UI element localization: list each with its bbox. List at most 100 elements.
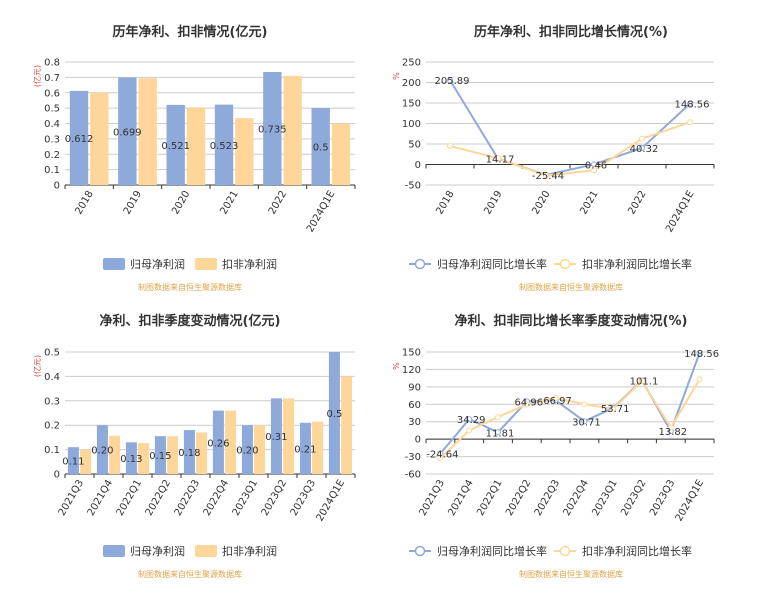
line-data-label: 34.29: [457, 415, 486, 426]
legend: 归母净利润 扣非净利润: [103, 257, 277, 271]
line-data-label: -24.64: [426, 449, 458, 460]
line-point: [639, 378, 645, 385]
line-deducted-growth: [439, 378, 701, 460]
bar-net-profit: [328, 352, 340, 474]
y-tick-label: 150: [402, 99, 421, 110]
x-tick-label: 2021: [219, 189, 241, 217]
quarterly-growth-chart: 净利、扣非同比增长率季度变动情况(%)% -60 -30 0 30 60 90 120 150 2…: [392, 313, 719, 579]
y-tick-label: 50: [408, 140, 421, 151]
line-point: [495, 429, 501, 436]
y-tick-label: -50: [405, 181, 421, 192]
line-data-label: 148.56: [684, 349, 719, 360]
bar-data-label: 0.26: [207, 438, 229, 449]
bar-data-label: 0.523: [210, 141, 239, 152]
line-data-label: 30.71: [572, 417, 601, 428]
y-tick-label: 0: [54, 181, 60, 192]
chart-title: 净利、扣非同比增长率季度变动情况(%): [455, 313, 688, 329]
x-tick-label: 2021Q4: [86, 478, 115, 518]
line-point: [639, 144, 645, 151]
bar-net-profit: [96, 425, 108, 474]
bar-data-label: 0.15: [149, 451, 171, 462]
chart-title: 净利、扣非季度变动情况(亿元): [100, 313, 281, 329]
line-point: [696, 349, 703, 356]
bar-deducted-profit: [196, 432, 208, 474]
line-data-label: -25.44: [532, 171, 564, 182]
bar-net-profit: [212, 410, 224, 474]
source-note: 制图数据来自恒生聚源数据库: [138, 569, 242, 579]
line-point: [495, 155, 501, 162]
line-point: [495, 414, 501, 421]
y-tick-label: 0: [415, 160, 421, 171]
legend-marker: [414, 258, 426, 270]
chart-title: 历年净利、扣非情况(亿元): [113, 24, 268, 40]
bar-data-label: 0.18: [178, 448, 200, 459]
line-data-label: 101.1: [630, 376, 659, 387]
legend-swatch-deducted-profit: [195, 258, 217, 270]
legend-label: 扣非净利润同比增长率: [582, 257, 692, 271]
y-tick-label: -60: [405, 470, 421, 481]
bar-net-profit: [263, 71, 282, 185]
line-point: [437, 455, 444, 462]
x-tick-label: 2018: [74, 189, 96, 217]
annual-growth-chart: 历年净利、扣非同比增长情况(%)% -50 0 50 100 150 200 250 2018 2…: [392, 24, 715, 292]
x-tick-label: 2021Q3: [57, 478, 86, 518]
x-tick-label: 2021: [578, 189, 600, 217]
x-tick-label: 2022Q3: [533, 478, 562, 518]
x-tick-label: 2019: [122, 189, 144, 217]
line-point: [610, 405, 617, 412]
line-point: [581, 401, 588, 408]
y-unit-label: %: [392, 72, 401, 80]
bar-net-profit: [183, 430, 195, 474]
bar-deducted-profit: [186, 107, 206, 185]
bar-deducted-profit: [283, 75, 302, 185]
legend-marker: [559, 545, 571, 557]
y-tick-label: 100: [402, 119, 421, 130]
x-tick-label: 2021Q4: [446, 478, 475, 518]
x-tick-label: 2022Q2: [144, 478, 173, 518]
y-tick-label: 120: [402, 365, 421, 376]
x-tick-label: 2024Q1E: [315, 478, 348, 523]
bar-data-label: 0.11: [62, 457, 84, 468]
x-tick-label: 2021Q3: [418, 478, 447, 518]
y-tick-label: 0.2: [44, 421, 60, 432]
y-tick-label: 0.3: [44, 134, 60, 145]
line-data-label: 53.71: [601, 404, 630, 415]
bar-net-profit: [270, 398, 282, 474]
legend-swatch-deducted-profit: [195, 545, 217, 557]
x-tick-label: 2023Q1: [231, 478, 260, 518]
x-tick-label: 2018: [434, 189, 456, 217]
y-tick-label: 0.4: [44, 119, 60, 130]
legend-label: 扣非净利润同比增长率: [582, 544, 692, 558]
line-point: [447, 143, 453, 150]
bar-deducted-profit: [80, 449, 92, 474]
y-tick-label: 0: [415, 435, 421, 446]
y-tick-label: 0: [54, 470, 60, 481]
y-tick-label: 0.5: [44, 348, 60, 359]
x-tick-label: 2022Q4: [562, 478, 591, 518]
line-data-label: 13.82: [658, 427, 687, 438]
bar-deducted-profit: [225, 410, 237, 474]
line-data-label: 40.32: [630, 144, 659, 155]
legend-label: 扣非净利润: [222, 257, 277, 271]
bar-deducted-profit: [167, 436, 179, 474]
legend-label: 归母净利润同比增长率: [437, 544, 547, 558]
bar-data-label: 0.521: [161, 141, 190, 152]
x-tick-label: 2022Q1: [475, 478, 504, 518]
x-tick-label: 2023Q1: [590, 478, 619, 518]
annual-profit-chart: 历年净利、扣非情况(亿元) (亿元) 0 0.1 0.2 0.3 0.4 0.5 0.6 0.7 0…: [32, 24, 356, 292]
line-point: [687, 119, 693, 126]
bar-deducted-profit: [331, 123, 351, 185]
line-data-label: 0.46: [585, 160, 607, 171]
y-tick-label: 200: [402, 78, 421, 89]
bar-net-profit: [241, 425, 253, 474]
legend: 归母净利润同比增长率 扣非净利润同比增长率: [409, 257, 692, 271]
line-data-label: 64.96: [514, 397, 543, 408]
x-tick-label: 2024Q1E: [305, 189, 338, 234]
bar-deducted-profit: [312, 421, 324, 474]
legend-swatch-net-profit: [103, 545, 125, 557]
y-unit-label: (亿元): [32, 65, 42, 87]
line-point: [466, 416, 473, 423]
y-tick-label: 90: [408, 382, 421, 393]
bar-net-profit: [154, 436, 166, 474]
